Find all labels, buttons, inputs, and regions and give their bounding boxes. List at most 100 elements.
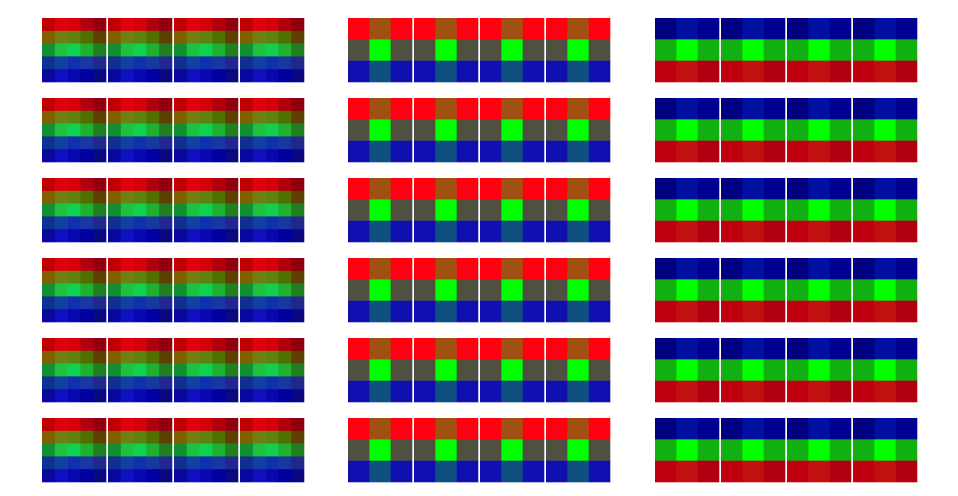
cell	[186, 30, 200, 44]
cell	[291, 98, 305, 112]
cell	[390, 18, 413, 40]
block	[480, 18, 545, 83]
cell	[721, 60, 743, 83]
panel	[655, 98, 918, 163]
cell	[80, 309, 94, 323]
cell	[225, 376, 239, 390]
cell	[697, 119, 720, 141]
cell	[252, 469, 266, 483]
cell	[278, 430, 292, 444]
cell	[93, 56, 107, 70]
cell	[348, 460, 370, 483]
cell	[676, 380, 698, 403]
cell	[265, 229, 279, 243]
cell	[42, 418, 56, 432]
cell	[159, 418, 173, 432]
cell	[655, 418, 677, 440]
cell	[174, 149, 188, 163]
cell	[67, 350, 81, 364]
cell	[655, 300, 677, 323]
cell	[159, 216, 173, 230]
cell	[697, 39, 720, 61]
cell	[252, 258, 266, 272]
cell	[522, 439, 545, 461]
cell	[480, 178, 502, 200]
cell	[655, 338, 677, 360]
cell	[80, 18, 94, 32]
cell	[435, 199, 457, 221]
cell	[240, 363, 254, 377]
cell	[435, 258, 457, 280]
cell	[186, 190, 200, 204]
cell	[42, 309, 56, 323]
cell	[456, 279, 479, 301]
cell	[67, 376, 81, 390]
cell	[42, 338, 56, 352]
cell	[108, 178, 122, 192]
cell	[853, 460, 875, 483]
cell	[54, 296, 68, 310]
cell	[186, 110, 200, 124]
cell	[874, 439, 896, 461]
cell	[54, 30, 68, 44]
cell	[54, 270, 68, 284]
cell	[186, 149, 200, 163]
cell	[120, 270, 134, 284]
cell	[874, 60, 896, 83]
block	[655, 18, 720, 83]
cell	[120, 190, 134, 204]
cell	[67, 418, 81, 432]
cell	[265, 178, 279, 192]
cell	[80, 456, 94, 470]
cell	[108, 110, 122, 124]
cell	[546, 359, 568, 381]
cell	[435, 39, 457, 61]
cell	[588, 199, 611, 221]
cell	[199, 136, 213, 150]
cell	[186, 18, 200, 32]
block	[853, 338, 918, 403]
cell	[291, 18, 305, 32]
cell	[278, 258, 292, 272]
cell	[212, 270, 226, 284]
cell	[80, 149, 94, 163]
cell	[225, 149, 239, 163]
cell	[829, 418, 852, 440]
cell	[390, 199, 413, 221]
cell	[133, 190, 147, 204]
cell	[567, 439, 589, 461]
cell	[348, 279, 370, 301]
cell	[522, 279, 545, 301]
cell	[42, 363, 56, 377]
cell	[42, 270, 56, 284]
cell	[588, 380, 611, 403]
cell	[225, 110, 239, 124]
block	[348, 98, 413, 163]
cell	[522, 460, 545, 483]
cell	[787, 359, 809, 381]
cell	[435, 119, 457, 141]
cell	[174, 178, 188, 192]
cell	[721, 178, 743, 200]
cell	[54, 418, 68, 432]
cell	[186, 338, 200, 352]
cell	[874, 418, 896, 440]
cell	[133, 389, 147, 403]
cell	[567, 279, 589, 301]
cell	[120, 56, 134, 70]
cell	[390, 418, 413, 440]
cell	[212, 190, 226, 204]
cell	[93, 136, 107, 150]
cell	[291, 229, 305, 243]
cell	[159, 338, 173, 352]
cell	[369, 338, 391, 360]
cell	[291, 190, 305, 204]
cell	[676, 18, 698, 40]
cell	[212, 350, 226, 364]
cell	[829, 258, 852, 280]
cell	[120, 338, 134, 352]
cell	[54, 229, 68, 243]
cell	[54, 98, 68, 112]
cell	[697, 279, 720, 301]
cell	[742, 60, 764, 83]
